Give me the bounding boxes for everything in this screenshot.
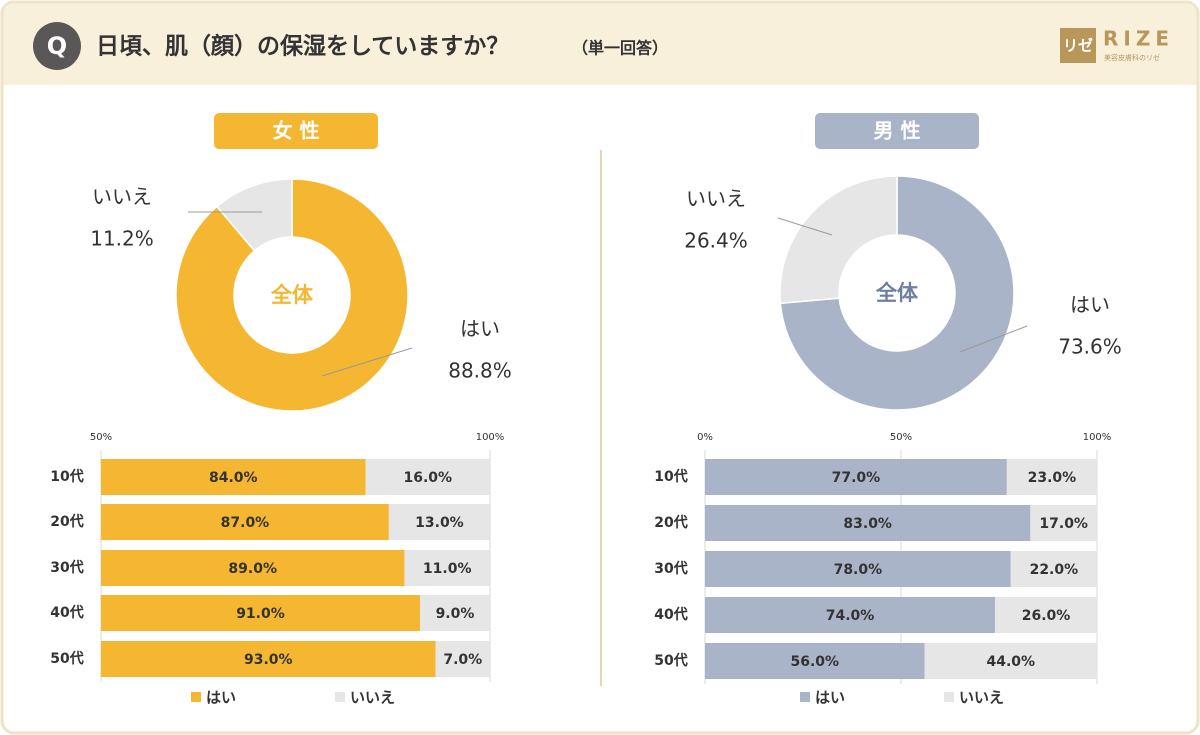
bar-segment [705, 551, 1011, 587]
category-label: 40代 [50, 604, 83, 621]
category-label: 50代 [50, 650, 83, 667]
x-tick-label: 100% [476, 432, 505, 443]
center-label: 全体 [875, 281, 919, 305]
center-label: 全体 [270, 283, 314, 307]
category-label: 40代 [654, 606, 687, 623]
x-tick-label: 0% [697, 432, 713, 443]
bar-segment [101, 641, 436, 677]
slice-value: 88.8% [448, 359, 512, 383]
panel-label: 女 性 [273, 119, 320, 143]
bar-value-label: 87.0% [221, 515, 270, 531]
category-label: 50代 [654, 652, 687, 669]
slice-label: いいえ [686, 187, 746, 211]
subtitle: （単一回答） [572, 39, 668, 58]
bar-segment [101, 504, 389, 540]
title: 日頃、肌（顔）の保湿をしていますか？ [96, 33, 509, 60]
bar-segment [1030, 505, 1097, 541]
legend-swatch [335, 692, 345, 702]
logo-caption: 美容皮膚科のリゼ [1104, 53, 1160, 62]
panel-label: 男 性 [874, 119, 921, 143]
slice-value: 26.4% [684, 229, 748, 253]
category-label: 20代 [50, 513, 83, 530]
slice-label: はい [1070, 293, 1110, 317]
leader-line [321, 347, 413, 377]
bar-segment [101, 459, 366, 495]
header-band [3, 3, 1197, 85]
bar-value-label: 93.0% [244, 652, 293, 668]
legend-label: いいえ [959, 689, 1004, 707]
bar-value-label: 16.0% [403, 470, 452, 486]
bar-value-label: 56.0% [790, 654, 839, 670]
category-label: 10代 [654, 468, 687, 485]
bar-value-label: 13.0% [415, 515, 464, 531]
pie-slice [175, 178, 409, 412]
category-label: 30代 [654, 560, 687, 577]
bar-value-label: 7.0% [443, 652, 482, 668]
bar-segment [705, 459, 1007, 495]
leader-line [777, 217, 833, 236]
category-label: 30代 [50, 559, 83, 576]
legend-swatch [944, 692, 954, 702]
bar-segment [1010, 551, 1097, 587]
legend-label: いいえ [350, 689, 395, 707]
logo-box [1060, 28, 1096, 63]
x-tick-label: 50% [90, 432, 112, 443]
bar-value-label: 78.0% [834, 562, 883, 578]
logo-mark: リゼ [1063, 37, 1093, 55]
bar-segment [101, 595, 420, 631]
bar-value-label: 17.0% [1039, 516, 1088, 532]
bar-value-label: 9.0% [436, 606, 475, 622]
bar-value-label: 89.0% [228, 561, 277, 577]
pie-slice [215, 178, 293, 252]
bar-value-label: 23.0% [1028, 470, 1077, 486]
bar-value-label: 83.0% [843, 516, 892, 532]
bar-segment [705, 505, 1031, 541]
bar-segment [101, 550, 405, 586]
bar-value-label: 77.0% [832, 470, 881, 486]
bar-value-label: 44.0% [986, 654, 1035, 670]
logo: RIZE [1103, 27, 1174, 51]
legend-swatch [191, 692, 201, 702]
bar-segment [419, 595, 490, 631]
bar-segment [995, 597, 1097, 633]
bar-value-label: 22.0% [1030, 562, 1079, 578]
bar-segment [705, 597, 996, 633]
bar-segment [1006, 459, 1097, 495]
pie-slice [779, 175, 1015, 411]
slice-value: 73.6% [1058, 335, 1122, 359]
pie-slice [779, 175, 898, 305]
bar-segment [435, 641, 490, 677]
legend-swatch [800, 692, 810, 702]
panel-label-box [214, 113, 378, 149]
bar-segment [404, 550, 490, 586]
bar-segment [365, 459, 490, 495]
legend-label: はい [815, 689, 845, 707]
slice-label: いいえ [92, 185, 152, 209]
bar-value-label: 26.0% [1022, 608, 1071, 624]
bar-segment [705, 643, 925, 679]
panel-label-box [815, 113, 979, 149]
legend-label: はい [206, 689, 236, 707]
bar-value-label: 84.0% [209, 470, 258, 486]
badge [33, 22, 81, 70]
bar-segment [388, 504, 490, 540]
x-tick-label: 50% [890, 432, 912, 443]
category-label: 10代 [50, 468, 83, 485]
x-tick-label: 100% [1083, 432, 1112, 443]
bar-segment [924, 643, 1097, 679]
slice-value: 11.2% [90, 227, 154, 251]
bar-value-label: 74.0% [826, 608, 875, 624]
slice-label: はい [460, 317, 500, 341]
category-label: 20代 [654, 514, 687, 531]
leader-line [959, 325, 1028, 353]
bar-value-label: 91.0% [236, 606, 285, 622]
bar-value-label: 11.0% [423, 561, 472, 577]
badge-text: Q [47, 32, 67, 60]
